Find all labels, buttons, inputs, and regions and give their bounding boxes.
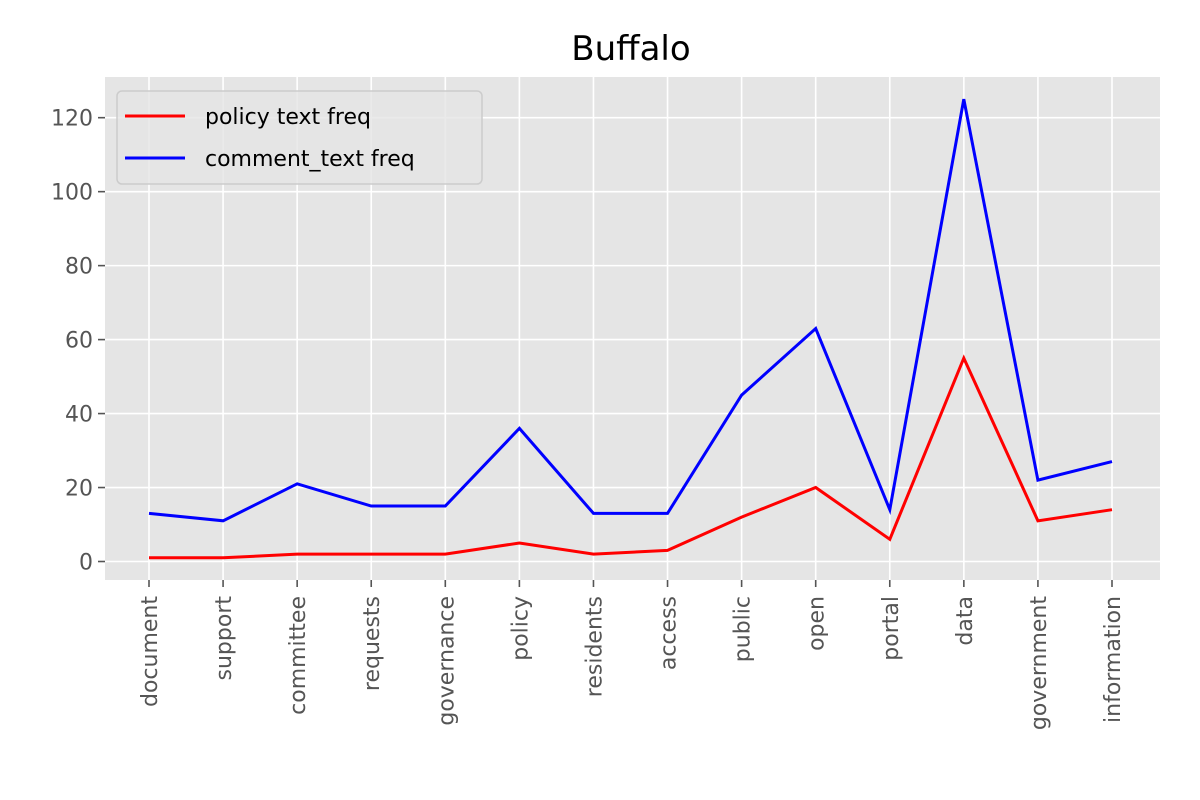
x-tick-label: access	[657, 596, 682, 670]
x-tick-label: government	[1027, 596, 1052, 730]
x-tick-label: public	[731, 596, 756, 662]
x-tick-label: committee	[286, 596, 311, 715]
y-tick-label: 60	[65, 329, 93, 354]
x-tick-label: data	[953, 596, 978, 646]
series-line-0	[149, 354, 1113, 560]
series-lines	[148, 98, 1113, 560]
x-tick-label: governance	[434, 596, 459, 726]
x-tick-label: document	[138, 596, 163, 707]
y-tick-label: 100	[51, 181, 93, 206]
legend-label-0: policy text freq	[205, 105, 371, 130]
y-tick-label: 40	[65, 403, 93, 428]
y-tick-label: 80	[65, 255, 93, 280]
x-tick-label: requests	[360, 596, 385, 691]
legend-box	[116, 90, 483, 185]
x-tick-label: portal	[879, 596, 904, 661]
chart-title: Buffalo	[571, 29, 690, 69]
x-tick-label: residents	[582, 596, 607, 697]
x-axis: document support committee requests governan…	[138, 580, 1126, 730]
y-axis: 0 20 40 60 80 100 120	[51, 107, 105, 576]
legend: policy text freq comment_text freq	[116, 90, 483, 185]
series-line-1	[148, 98, 1113, 523]
x-tick-label: support	[212, 596, 237, 681]
y-tick-label: 20	[65, 477, 93, 502]
y-tick-label: 120	[51, 107, 93, 132]
y-tick-label: 0	[79, 551, 93, 576]
legend-label-1: comment_text freq	[205, 147, 415, 172]
x-tick-label: policy	[508, 596, 533, 661]
x-tick-label: information	[1101, 596, 1126, 723]
x-tick-label: open	[805, 596, 830, 651]
